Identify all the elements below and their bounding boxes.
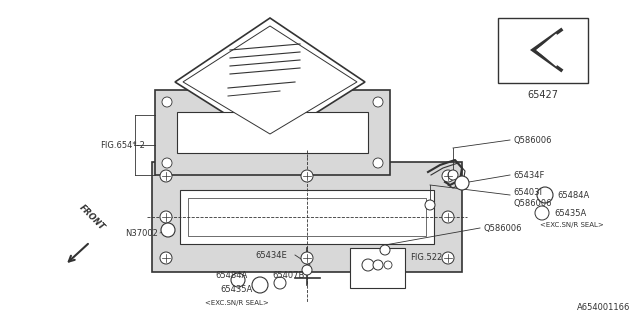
- Polygon shape: [183, 26, 357, 134]
- Bar: [498, 18, 588, 83]
- Circle shape: [384, 261, 392, 269]
- Text: FRONT: FRONT: [77, 203, 106, 232]
- Circle shape: [162, 158, 172, 168]
- Text: Q586006: Q586006: [513, 198, 552, 207]
- Text: FIG.522: FIG.522: [410, 253, 442, 262]
- Circle shape: [162, 97, 172, 107]
- Polygon shape: [180, 190, 434, 244]
- Text: FIG.654*-2: FIG.654*-2: [100, 140, 145, 149]
- Text: 65435A: 65435A: [554, 209, 586, 218]
- Text: 65484A: 65484A: [215, 270, 247, 279]
- Circle shape: [425, 200, 435, 210]
- Circle shape: [302, 265, 312, 275]
- Circle shape: [455, 176, 469, 190]
- Circle shape: [160, 170, 172, 182]
- Text: <EXC.SN/R SEAL>: <EXC.SN/R SEAL>: [205, 300, 269, 306]
- Text: N37002: N37002: [125, 228, 158, 237]
- Circle shape: [373, 260, 383, 270]
- Circle shape: [274, 277, 286, 289]
- Text: 65403I: 65403I: [513, 188, 542, 196]
- Circle shape: [442, 211, 454, 223]
- Circle shape: [535, 206, 549, 220]
- Polygon shape: [155, 90, 390, 175]
- Circle shape: [160, 252, 172, 264]
- Circle shape: [161, 223, 175, 237]
- Text: 65434E: 65434E: [255, 251, 287, 260]
- Circle shape: [362, 259, 374, 271]
- Circle shape: [373, 97, 383, 107]
- Text: 65407B: 65407B: [272, 270, 305, 279]
- Text: Q586006: Q586006: [513, 135, 552, 145]
- Polygon shape: [188, 198, 426, 236]
- Polygon shape: [177, 112, 368, 153]
- Text: Q586006: Q586006: [483, 223, 522, 233]
- Text: <EXC.SN/R SEAL>: <EXC.SN/R SEAL>: [540, 222, 604, 228]
- Text: 65484A: 65484A: [557, 190, 589, 199]
- Circle shape: [231, 273, 245, 287]
- Circle shape: [448, 170, 458, 180]
- Circle shape: [373, 158, 383, 168]
- Circle shape: [252, 277, 268, 293]
- Text: 65434F: 65434F: [513, 171, 545, 180]
- Circle shape: [301, 170, 313, 182]
- Bar: [350, 248, 405, 288]
- Text: 65435A: 65435A: [220, 285, 252, 294]
- Polygon shape: [152, 162, 462, 272]
- Text: A654001166: A654001166: [577, 303, 630, 312]
- Circle shape: [380, 245, 390, 255]
- Circle shape: [442, 170, 454, 182]
- Circle shape: [537, 187, 553, 203]
- Circle shape: [442, 252, 454, 264]
- Circle shape: [160, 211, 172, 223]
- Polygon shape: [175, 18, 365, 142]
- Circle shape: [301, 252, 313, 264]
- Text: 65427: 65427: [527, 90, 559, 100]
